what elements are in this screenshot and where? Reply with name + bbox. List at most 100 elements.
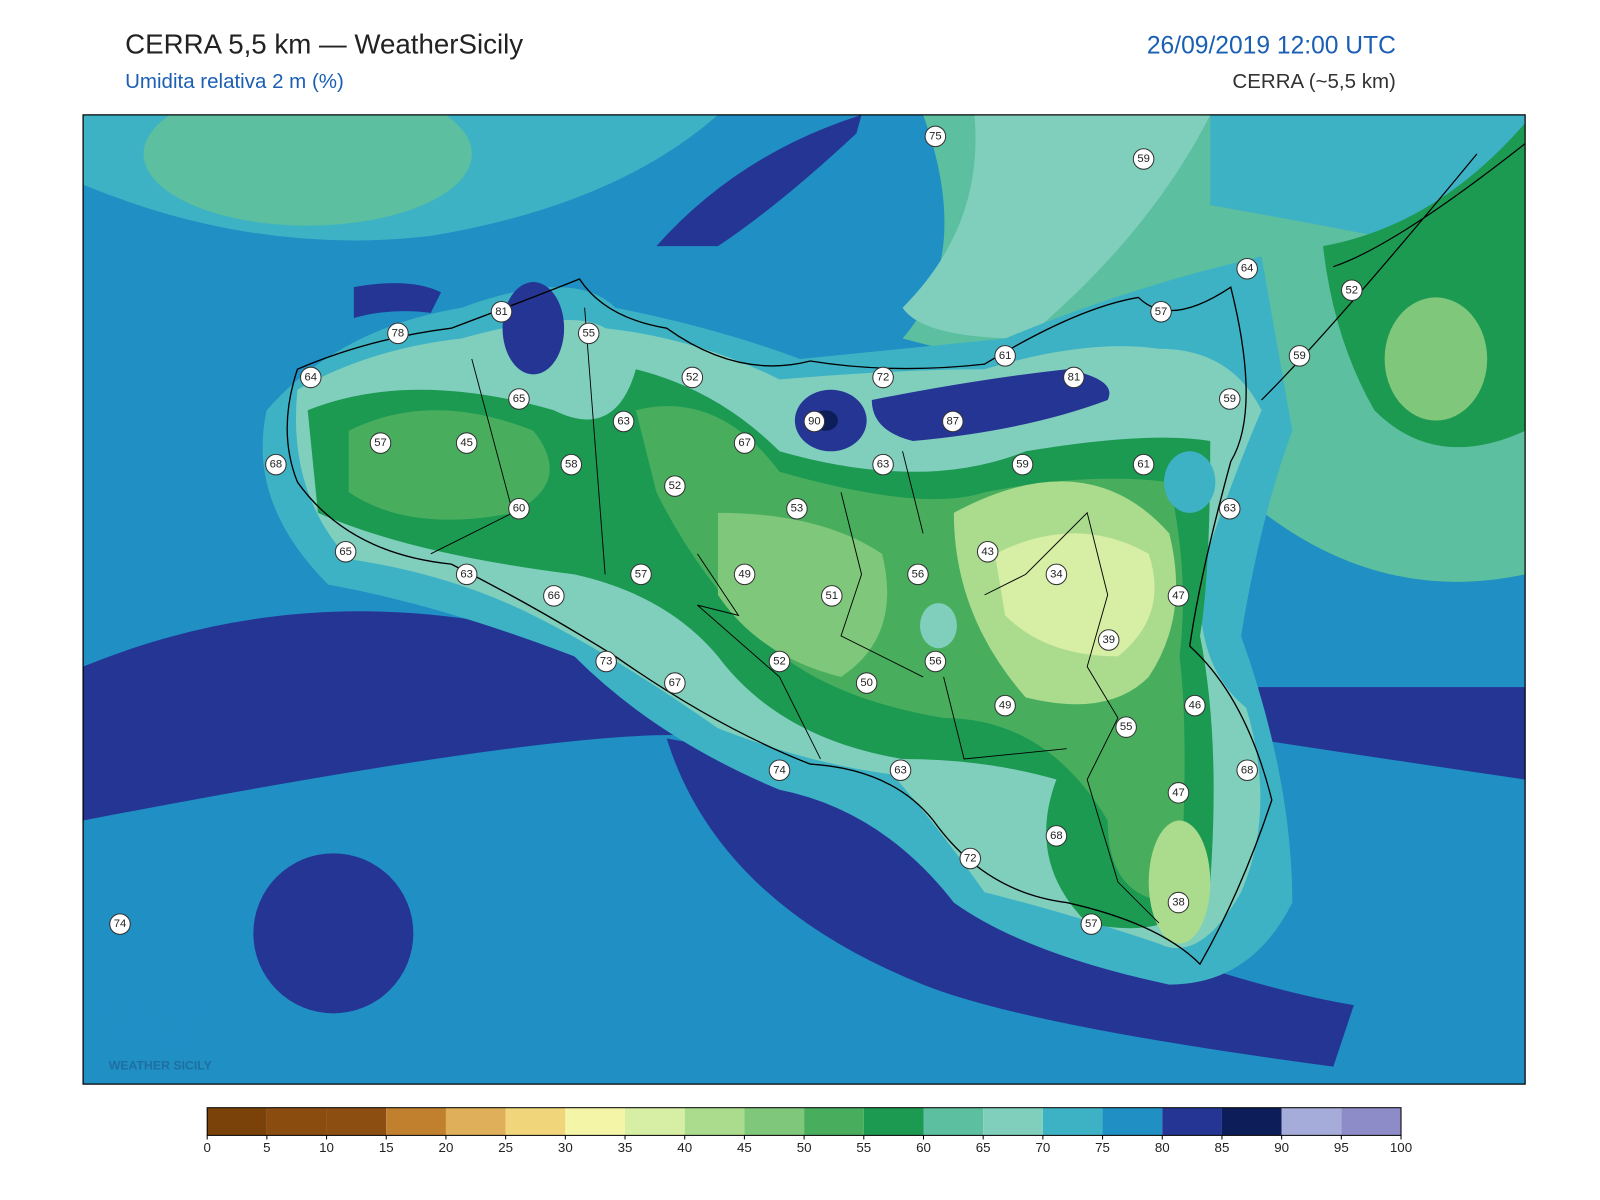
station-marker — [1218, 497, 1241, 520]
colorbar-swatch — [1162, 1107, 1222, 1136]
station-value: 53 — [791, 503, 804, 515]
station-marker — [768, 650, 791, 673]
colorbar-tick-label: 80 — [1155, 1140, 1170, 1155]
station-marker — [508, 497, 530, 520]
colorbar-swatch — [266, 1107, 327, 1136]
station-value: 51 — [826, 590, 839, 602]
station-marker — [1288, 345, 1311, 367]
station-marker — [109, 913, 131, 935]
station-value: 52 — [773, 656, 786, 668]
colorbar: 0 5 10 15 20 25 30 35 40 45 50 55 60 65 70 75 80 85 90 95 10… — [203, 1107, 1412, 1155]
logo: WS WEATHER SICILY — [103, 989, 212, 1073]
station-marker — [855, 672, 878, 694]
station-value: 64 — [1241, 263, 1254, 275]
station-value: 90 — [808, 416, 821, 428]
station-marker — [1080, 913, 1103, 935]
station-value: 66 — [548, 590, 561, 602]
station-marker — [1097, 629, 1120, 651]
colorbar-tick-label: 55 — [856, 1140, 871, 1155]
stations: 75 59 64 52 57 81 55 78 61 59 64 52 72 81 65 59 63 90 87 57… — [109, 125, 1363, 935]
station-value: 68 — [1050, 830, 1063, 842]
station-marker — [872, 453, 894, 476]
station-marker — [994, 694, 1016, 717]
station-marker — [612, 410, 635, 433]
station-marker — [924, 650, 947, 673]
colorbar-tick-label: 30 — [558, 1140, 573, 1155]
station-value: 59 — [1223, 393, 1236, 405]
station-marker — [1011, 453, 1034, 476]
station-value: 81 — [495, 306, 508, 318]
colorbar-tick-label: 95 — [1334, 1140, 1349, 1155]
colorbar-tick-label: 100 — [1390, 1140, 1412, 1155]
station-marker — [959, 847, 982, 870]
station-value: 52 — [669, 480, 682, 492]
station-marker — [1063, 366, 1085, 389]
model-label: CERRA (~5,5 km) — [1232, 70, 1395, 93]
station-marker — [768, 759, 791, 782]
station-marker — [387, 322, 409, 345]
colorbar-swatch — [565, 1107, 626, 1136]
colorbar-swatch — [505, 1107, 566, 1136]
colorbar-tick-label: 85 — [1215, 1140, 1230, 1155]
station-marker — [664, 672, 686, 694]
station-value: 38 — [1172, 897, 1185, 909]
station-marker — [543, 585, 565, 607]
station-value: 72 — [964, 852, 977, 864]
station-value: 64 — [305, 371, 318, 383]
station-marker — [1236, 759, 1258, 782]
station-value: 61 — [999, 350, 1012, 362]
station-value: 45 — [460, 437, 473, 449]
colorbar-swatch — [744, 1107, 805, 1136]
station-marker — [872, 366, 894, 389]
colorbar-swatch — [804, 1107, 864, 1136]
station-marker — [976, 541, 999, 563]
colorbar-swatch — [1221, 1107, 1282, 1136]
station-marker — [1115, 716, 1137, 738]
station-marker — [733, 432, 756, 454]
station-value: 63 — [877, 459, 890, 471]
station-value: 68 — [1241, 764, 1254, 776]
station-value: 63 — [617, 416, 630, 428]
station-value: 47 — [1172, 787, 1185, 799]
station-marker — [508, 388, 530, 410]
station-value: 65 — [339, 546, 352, 558]
station-value: 87 — [947, 416, 960, 428]
station-value: 63 — [894, 764, 907, 776]
station-value: 67 — [669, 677, 682, 689]
station-marker — [455, 432, 478, 454]
station-marker — [664, 475, 686, 497]
station-value: 65 — [513, 393, 526, 405]
colorbar-tick-label: 10 — [319, 1140, 334, 1155]
station-marker — [994, 345, 1016, 367]
station-value: 78 — [392, 327, 405, 339]
station-value: 59 — [1137, 153, 1150, 165]
logo-mark: WS — [103, 989, 205, 1060]
station-value: 50 — [860, 677, 873, 689]
colorbar-tick-label: 0 — [203, 1140, 210, 1155]
colorbar-swatch — [207, 1107, 267, 1136]
station-marker — [1132, 148, 1155, 170]
station-marker — [1167, 782, 1190, 804]
station-value: 75 — [929, 130, 942, 142]
station-value: 49 — [999, 700, 1012, 712]
colorbar-tick-label: 60 — [916, 1140, 931, 1155]
colorbar-tick-label: 5 — [263, 1140, 270, 1155]
station-value: 57 — [374, 437, 387, 449]
colorbar-swatch — [1102, 1107, 1163, 1136]
station-value: 49 — [738, 568, 751, 580]
station-marker — [1150, 301, 1172, 323]
station-value: 57 — [635, 568, 648, 580]
colorbar-swatch — [326, 1107, 387, 1136]
colorbar-swatch — [1341, 1107, 1402, 1136]
station-marker — [907, 563, 929, 586]
map: WS WEATHER SICILY — [83, 114, 1526, 1085]
station-value: 58 — [565, 459, 578, 471]
station-marker — [889, 759, 912, 782]
station-value: 57 — [1155, 306, 1168, 318]
map-frame — [82, 114, 1526, 1085]
colorbar-swatch — [863, 1107, 924, 1136]
station-marker — [455, 563, 478, 586]
station-marker — [1184, 694, 1206, 717]
station-marker — [1341, 279, 1363, 302]
